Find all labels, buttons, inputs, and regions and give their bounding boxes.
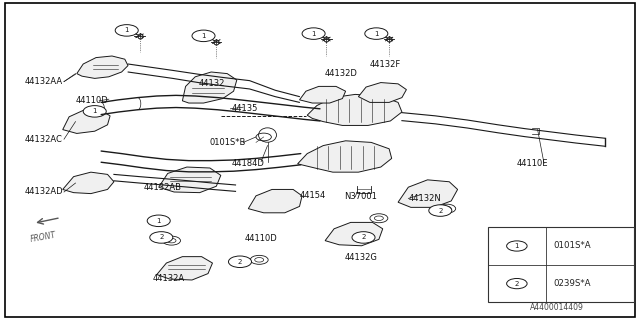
Text: 44184D: 44184D <box>232 159 264 168</box>
Polygon shape <box>325 222 383 246</box>
Text: 44110D: 44110D <box>244 234 277 243</box>
Circle shape <box>250 255 268 264</box>
Polygon shape <box>298 141 392 172</box>
Polygon shape <box>77 56 128 78</box>
Circle shape <box>83 106 106 117</box>
Text: 1: 1 <box>515 243 519 249</box>
Text: 44110D: 44110D <box>76 96 108 105</box>
Text: 1: 1 <box>156 218 161 224</box>
Circle shape <box>147 215 170 227</box>
Circle shape <box>438 204 456 213</box>
Bar <box>488 227 634 302</box>
Text: 44132AB: 44132AB <box>144 183 182 192</box>
Text: 44132D: 44132D <box>325 69 358 78</box>
Polygon shape <box>157 257 212 280</box>
Text: 44154: 44154 <box>300 191 326 200</box>
Text: 1: 1 <box>92 108 97 114</box>
Text: 2: 2 <box>362 235 365 240</box>
Polygon shape <box>398 180 458 207</box>
Circle shape <box>352 232 375 243</box>
Text: A4400014409: A4400014409 <box>530 303 584 312</box>
Circle shape <box>150 232 173 243</box>
Polygon shape <box>63 110 110 133</box>
Text: N37001: N37001 <box>344 192 377 201</box>
Text: 44132A: 44132A <box>152 274 184 283</box>
Text: 1: 1 <box>311 31 316 36</box>
Polygon shape <box>300 86 346 103</box>
Text: 44110E: 44110E <box>517 159 548 168</box>
Polygon shape <box>307 94 402 125</box>
Polygon shape <box>63 172 114 194</box>
Text: 44132G: 44132G <box>344 253 377 262</box>
Text: 44132AD: 44132AD <box>24 188 63 196</box>
Circle shape <box>365 28 388 39</box>
Text: FRONT: FRONT <box>30 231 57 244</box>
Circle shape <box>429 205 452 216</box>
Text: 1: 1 <box>374 31 379 36</box>
Circle shape <box>370 214 388 223</box>
Text: 2: 2 <box>238 259 242 265</box>
Text: 44132N: 44132N <box>408 194 441 203</box>
Circle shape <box>115 25 138 36</box>
Text: 1: 1 <box>124 28 129 33</box>
Text: 0239S*A: 0239S*A <box>554 279 591 288</box>
Text: 44135: 44135 <box>232 104 258 113</box>
Polygon shape <box>182 72 237 103</box>
Text: 2: 2 <box>515 281 519 287</box>
Circle shape <box>507 278 527 289</box>
Text: 44132AA: 44132AA <box>24 77 63 86</box>
Text: 44132F: 44132F <box>370 60 401 68</box>
Text: 0101S*B: 0101S*B <box>210 138 246 147</box>
Text: 0101S*A: 0101S*A <box>554 242 591 251</box>
Polygon shape <box>159 167 221 193</box>
Circle shape <box>228 256 252 268</box>
Circle shape <box>192 30 215 42</box>
Polygon shape <box>358 83 406 102</box>
Text: 44132AC: 44132AC <box>24 135 62 144</box>
Text: 2: 2 <box>159 235 163 240</box>
Polygon shape <box>248 189 302 213</box>
Circle shape <box>163 236 180 245</box>
Circle shape <box>302 28 325 39</box>
Circle shape <box>507 241 527 251</box>
Text: 2: 2 <box>438 208 442 213</box>
Text: 44132: 44132 <box>198 79 225 88</box>
Text: 1: 1 <box>201 33 206 39</box>
